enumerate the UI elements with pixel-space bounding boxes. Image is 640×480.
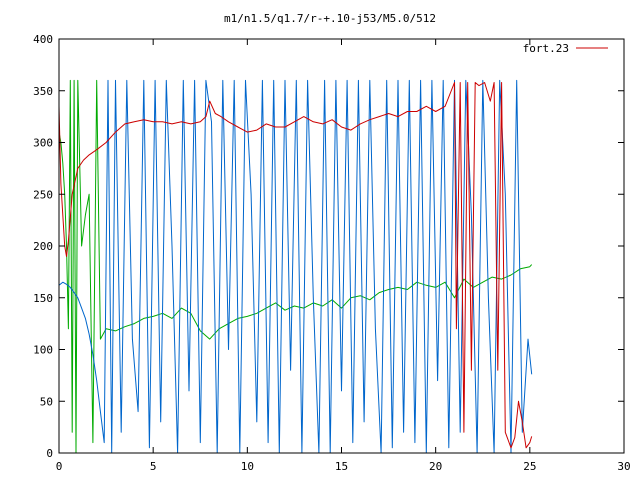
x-tick-label: 5 [150,460,157,473]
y-tick-label: 400 [33,33,53,46]
y-tick-label: 50 [40,395,53,408]
series-line-2 [59,79,533,453]
y-tick-label: 300 [33,137,53,150]
chart-title: m1/n1.5/q1.7/r-+.10-j53/M5.0/512 [224,12,436,25]
series-layer [59,79,533,453]
y-tick-label: 350 [33,85,53,98]
x-tick-label: 15 [335,460,348,473]
x-tick-label: 25 [523,460,536,473]
y-tick-label: 200 [33,240,53,253]
y-tick-label: 100 [33,344,53,357]
series-line-0 [59,82,533,449]
series-line-1 [59,79,533,453]
legend: fort.23 [523,42,608,55]
x-tick-label: 0 [56,460,63,473]
legend-label: fort.23 [523,42,569,55]
y-tick-label: 0 [46,447,53,460]
y-tick-labels: 0 50 100 150 200 250 300 350 400 [33,33,53,460]
x-tick-label: 20 [429,460,442,473]
x-tick-label: 10 [241,460,254,473]
y-tick-label: 250 [33,188,53,201]
x-tick-labels: 0 5 10 15 20 25 30 [56,460,631,473]
y-tick-label: 150 [33,292,53,305]
tick-marks [58,38,625,454]
x-tick-label: 30 [617,460,630,473]
